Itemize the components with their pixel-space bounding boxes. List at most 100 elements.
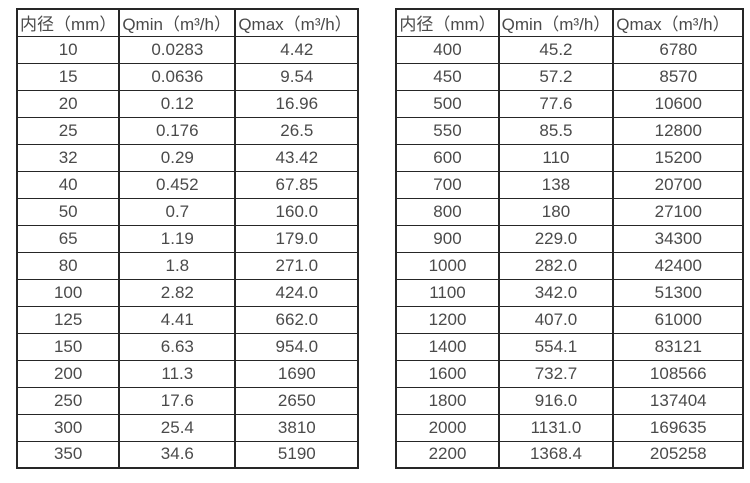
table-cell: 10600	[612, 89, 745, 118]
table-row: 1600 732.7 108566	[395, 359, 745, 388]
table-cell: 6780	[612, 35, 745, 64]
table-cell: 180	[497, 197, 615, 226]
table-cell: 51300	[612, 278, 745, 307]
column-header: Qmin（m³/h）	[118, 8, 237, 37]
table-cell: 65	[15, 224, 121, 253]
flow-range-tables-page: 内径（mm） Qmin（m³/h） Qmax（m³/h） 10 0.0283 4.42 15…	[15, 8, 745, 469]
table-row: 500 77.6 10600	[395, 89, 745, 118]
table-cell: 169635	[612, 413, 745, 442]
table-cell: 954.0	[234, 332, 360, 361]
table-cell: 600	[395, 143, 500, 172]
table-cell: 8570	[612, 62, 745, 91]
table-cell: 200	[15, 359, 121, 388]
column-header: Qmax（m³/h）	[612, 8, 745, 37]
table-cell: 282.0	[497, 251, 615, 280]
table-row: 150 6.63 954.0	[15, 332, 360, 361]
column-header: 内径（mm）	[15, 8, 121, 37]
table-cell: 4.41	[118, 305, 237, 334]
table-cell: 110	[497, 143, 615, 172]
table-cell: 1.8	[118, 251, 237, 280]
table-cell: 20700	[612, 170, 745, 199]
table-cell: 1.19	[118, 224, 237, 253]
table-cell: 500	[395, 89, 500, 118]
table-row: 125 4.41 662.0	[15, 305, 360, 334]
table-cell: 1100	[395, 278, 500, 307]
table-cell: 61000	[612, 305, 745, 334]
table-row: 80 1.8 271.0	[15, 251, 360, 280]
table-cell: 700	[395, 170, 500, 199]
table-cell: 1000	[395, 251, 500, 280]
table-cell: 32	[15, 143, 121, 172]
table-cell: 45.2	[497, 35, 615, 64]
table-cell: 12800	[612, 116, 745, 145]
table-cell: 424.0	[234, 278, 360, 307]
table-row: 400 45.2 6780	[395, 35, 745, 64]
table-cell: 20	[15, 89, 121, 118]
column-header: Qmin（m³/h）	[497, 8, 615, 37]
table-cell: 85.5	[497, 116, 615, 145]
table-cell: 17.6	[118, 386, 237, 415]
table-cell: 250	[15, 386, 121, 415]
table-cell: 43.42	[234, 143, 360, 172]
table-cell: 229.0	[497, 224, 615, 253]
table-cell: 77.6	[497, 89, 615, 118]
table-cell: 34.6	[118, 440, 237, 469]
table-cell: 11.3	[118, 359, 237, 388]
table-cell: 10	[15, 35, 121, 64]
table-cell: 0.7	[118, 197, 237, 226]
table-row: 100 2.82 424.0	[15, 278, 360, 307]
table-cell: 3810	[234, 413, 360, 442]
table-cell: 400	[395, 35, 500, 64]
table-cell: 205258	[612, 440, 745, 469]
table-cell: 550	[395, 116, 500, 145]
table-cell: 25	[15, 116, 121, 145]
table-cell: 5190	[234, 440, 360, 469]
table-cell: 0.12	[118, 89, 237, 118]
table-cell: 138	[497, 170, 615, 199]
table-cell: 15	[15, 62, 121, 91]
table-cell: 1400	[395, 332, 500, 361]
table-cell: 1600	[395, 359, 500, 388]
table-cell: 108566	[612, 359, 745, 388]
table-cell: 2.82	[118, 278, 237, 307]
table-cell: 1131.0	[497, 413, 615, 442]
table-cell: 2000	[395, 413, 500, 442]
table-cell: 27100	[612, 197, 745, 226]
table-row: 65 1.19 179.0	[15, 224, 360, 253]
table-row: 250 17.6 2650	[15, 386, 360, 415]
header-row: 内径（mm） Qmin（m³/h） Qmax（m³/h）	[395, 8, 745, 37]
table-cell: 57.2	[497, 62, 615, 91]
table-cell: 662.0	[234, 305, 360, 334]
table-row: 2200 1368.4 205258	[395, 440, 745, 469]
table-cell: 50	[15, 197, 121, 226]
table-cell: 900	[395, 224, 500, 253]
table-cell: 732.7	[497, 359, 615, 388]
table-cell: 450	[395, 62, 500, 91]
flow-table-small-diameters: 内径（mm） Qmin（m³/h） Qmax（m³/h） 10 0.0283 4.42 15…	[15, 8, 360, 469]
table-cell: 67.85	[234, 170, 360, 199]
table-row: 300 25.4 3810	[15, 413, 360, 442]
table-cell: 1368.4	[497, 440, 615, 469]
table-cell: 80	[15, 251, 121, 280]
column-header: Qmax（m³/h）	[234, 8, 360, 37]
table-row: 40 0.452 67.85	[15, 170, 360, 199]
table-cell: 800	[395, 197, 500, 226]
table-cell: 1690	[234, 359, 360, 388]
table-cell: 407.0	[497, 305, 615, 334]
table-cell: 42400	[612, 251, 745, 280]
table-cell: 25.4	[118, 413, 237, 442]
table-row: 350 34.6 5190	[15, 440, 360, 469]
table-row: 10 0.0283 4.42	[15, 35, 360, 64]
table-cell: 554.1	[497, 332, 615, 361]
table-cell: 0.0636	[118, 62, 237, 91]
table-row: 1800 916.0 137404	[395, 386, 745, 415]
table-cell: 137404	[612, 386, 745, 415]
table-row: 50 0.7 160.0	[15, 197, 360, 226]
table-cell: 1200	[395, 305, 500, 334]
table-row: 25 0.176 26.5	[15, 116, 360, 145]
table-cell: 26.5	[234, 116, 360, 145]
table-cell: 15200	[612, 143, 745, 172]
table-cell: 342.0	[497, 278, 615, 307]
table-cell: 6.63	[118, 332, 237, 361]
table-cell: 160.0	[234, 197, 360, 226]
